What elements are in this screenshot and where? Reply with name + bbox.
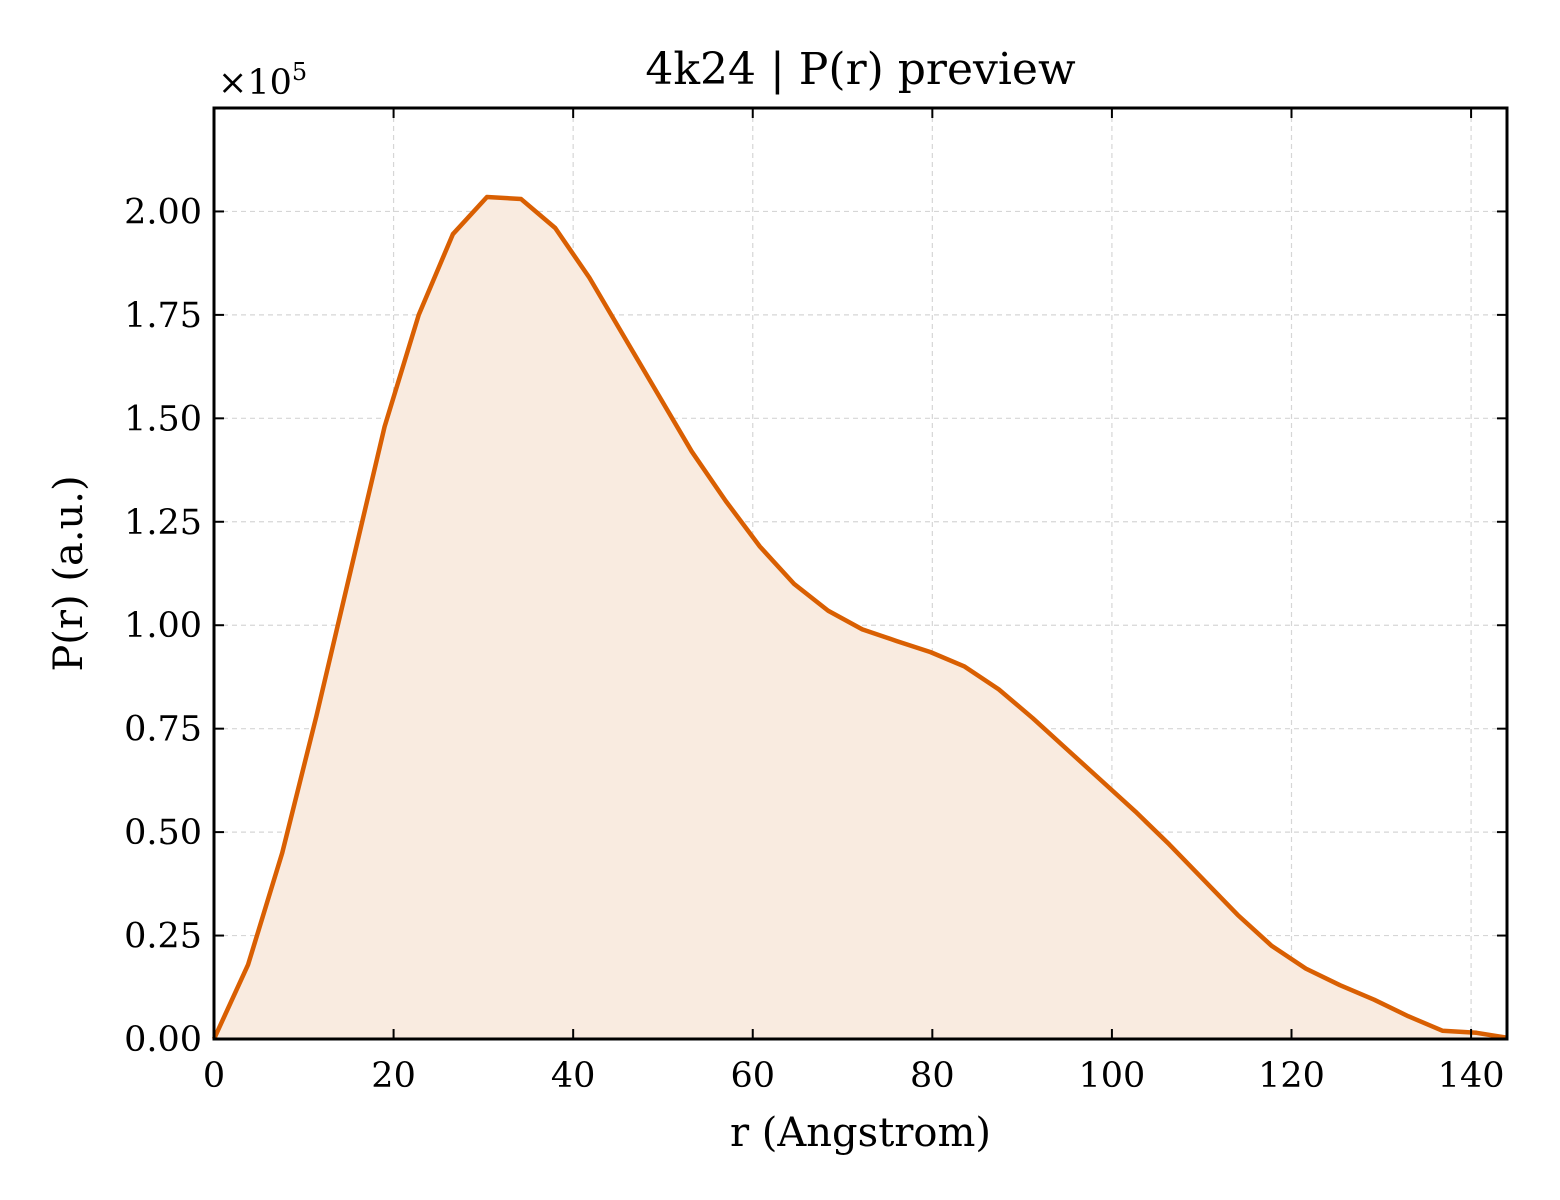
x-tick-label: 120 xyxy=(1258,1056,1325,1096)
y-tick-label: 1.75 xyxy=(124,296,202,336)
y-axis-label: P(r) (a.u.) xyxy=(46,475,92,671)
y-tick-label: 1.25 xyxy=(124,503,202,543)
x-tick-label: 60 xyxy=(730,1056,775,1096)
plot-frame xyxy=(212,106,1509,1041)
x-tick-label: 0 xyxy=(203,1056,225,1096)
tick-labels-layer: 0 20 40 60 80 100 120 140 0.00 0.25 0.50 0.75 1.00 1.… xyxy=(124,192,1504,1096)
ticks-layer xyxy=(213,108,1507,1040)
y-tick-label: 2.00 xyxy=(124,192,202,232)
x-tick-label: 20 xyxy=(371,1056,416,1096)
x-tick-label: 40 xyxy=(551,1056,596,1096)
y-tick-label: 1.00 xyxy=(124,606,202,646)
y-tick-label: 0.50 xyxy=(124,813,202,853)
x-tick-label: 100 xyxy=(1079,1056,1146,1096)
pr-series-line xyxy=(211,194,1508,1040)
y-tick-label: 0.75 xyxy=(124,710,202,750)
y-tick-label: 1.50 xyxy=(124,399,202,439)
x-tick-label: 140 xyxy=(1438,1056,1505,1096)
y-tick-label: 0.25 xyxy=(124,917,202,957)
pr-area-fill xyxy=(214,196,1507,1039)
y-offset-label: ×105 xyxy=(218,58,307,103)
x-axis-label: r (Angstrom) xyxy=(730,1110,991,1156)
y-tick-label: 0.00 xyxy=(124,1020,202,1060)
x-tick-label: 80 xyxy=(910,1056,955,1096)
chart-title: 4k24 | P(r) preview xyxy=(645,44,1076,95)
